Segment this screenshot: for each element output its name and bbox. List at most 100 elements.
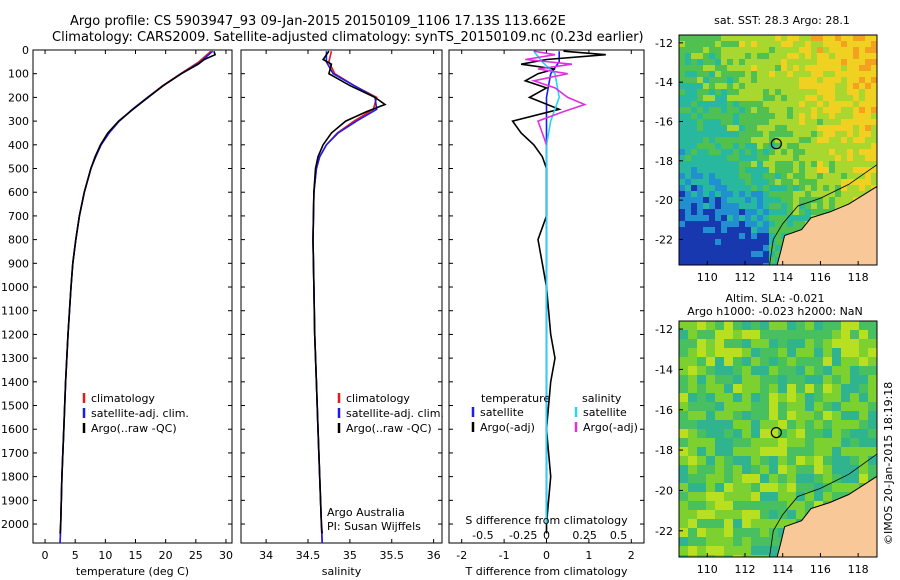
- map-cell: [835, 131, 841, 137]
- map-cell: [793, 101, 799, 107]
- map-cell: [727, 41, 733, 47]
- map-cell: [847, 95, 853, 101]
- map-cell: [679, 438, 688, 447]
- map-cell: [841, 384, 850, 393]
- map-cell: [721, 155, 727, 161]
- map-cell: [679, 474, 688, 483]
- map-cell: [829, 179, 835, 185]
- map-cell: [727, 233, 733, 239]
- map-y-tick-label: -16: [655, 115, 673, 128]
- map-cell: [769, 251, 775, 257]
- map-cell: [841, 59, 847, 65]
- map-cell: [853, 143, 859, 149]
- map-cell: [751, 528, 760, 537]
- map-cell: [763, 149, 769, 155]
- series-line: [59, 50, 217, 534]
- map-cell: [847, 47, 853, 53]
- map-cell: [691, 203, 697, 209]
- map-cell: [781, 95, 787, 101]
- map-cell: [787, 215, 793, 221]
- map-cell: [817, 173, 823, 179]
- map-cell: [793, 173, 799, 179]
- map-cell: [697, 167, 703, 173]
- legend-label: Argo(-adj): [583, 421, 638, 434]
- map-cell: [799, 167, 805, 173]
- y-tick-label: 0: [22, 44, 29, 57]
- map-cell: [796, 429, 805, 438]
- map-cell: [763, 95, 769, 101]
- map-cell: [757, 125, 763, 131]
- map-cell: [769, 384, 778, 393]
- map-cell: [715, 119, 721, 125]
- map-cell: [691, 119, 697, 125]
- x-axis-label: temperature (deg C): [76, 565, 189, 578]
- map-cell: [835, 143, 841, 149]
- map-cell: [805, 420, 814, 429]
- y-tick-label: 400: [8, 139, 29, 152]
- map-cell: [745, 77, 751, 83]
- y-tick-label: 500: [8, 163, 29, 176]
- map-cell: [778, 456, 787, 465]
- map-cell: [793, 35, 799, 41]
- map-cell: [727, 257, 733, 263]
- map-cell: [778, 501, 787, 510]
- map-cell: [805, 83, 811, 89]
- map-cell: [814, 438, 823, 447]
- map-cell: [703, 83, 709, 89]
- map-cell: [823, 321, 832, 330]
- map-cell: [691, 161, 697, 167]
- map-cell: [751, 161, 757, 167]
- map-cell: [832, 339, 841, 348]
- map-cell: [733, 330, 742, 339]
- map-cell: [697, 47, 703, 53]
- map-cell: [787, 95, 793, 101]
- map-cell: [685, 65, 691, 71]
- map-cell: [829, 41, 835, 47]
- map-cell: [721, 173, 727, 179]
- map-cell: [724, 555, 733, 557]
- map-cell: [709, 77, 715, 83]
- map-cell: [745, 83, 751, 89]
- map-cell: [832, 474, 841, 483]
- map-cell: [853, 173, 859, 179]
- map-cell: [847, 137, 853, 143]
- map-cell: [775, 239, 781, 245]
- map-cell: [760, 510, 769, 519]
- map-cell: [805, 456, 814, 465]
- map-cell: [817, 71, 823, 77]
- map-cell: [817, 203, 823, 209]
- map-cell: [721, 53, 727, 59]
- map-cell: [763, 167, 769, 173]
- map-cell: [706, 483, 715, 492]
- x-tick-label: 35.5: [380, 549, 405, 562]
- map-cell: [742, 456, 751, 465]
- map-cell: [841, 348, 850, 357]
- map-cell: [778, 348, 787, 357]
- map-cell: [787, 221, 793, 227]
- map-cell: [679, 501, 688, 510]
- map-cell: [778, 429, 787, 438]
- map-cell: [703, 71, 709, 77]
- map-cell: [814, 402, 823, 411]
- map-cell: [724, 492, 733, 501]
- map-cell: [859, 41, 865, 47]
- map-cell: [781, 143, 787, 149]
- map-cell: [787, 191, 793, 197]
- map-cell: [859, 77, 865, 83]
- x-tick-label: 10: [98, 549, 112, 562]
- map-cell: [742, 447, 751, 456]
- map-cell: [697, 245, 703, 251]
- map-cell: [709, 65, 715, 71]
- map-cell: [829, 161, 835, 167]
- map-cell: [796, 321, 805, 330]
- map-cell: [703, 203, 709, 209]
- map-cell: [832, 330, 841, 339]
- map-cell: [745, 119, 751, 125]
- map-cell: [805, 483, 814, 492]
- map-cell: [679, 215, 685, 221]
- map-cell: [859, 95, 865, 101]
- map-cell: [796, 501, 805, 510]
- map-cell: [691, 263, 697, 265]
- map-cell: [727, 203, 733, 209]
